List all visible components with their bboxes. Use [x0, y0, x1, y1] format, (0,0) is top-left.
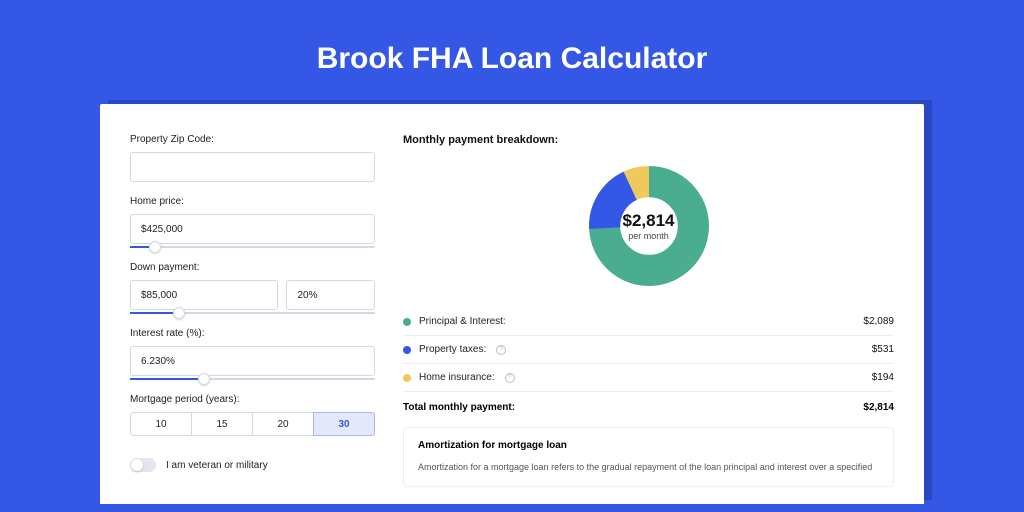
down-payment-slider-fill [130, 312, 179, 314]
zip-label: Property Zip Code: [130, 134, 375, 145]
zip-block: Property Zip Code: [130, 134, 375, 182]
info-icon[interactable]: ? [505, 373, 515, 383]
total-value: $2,814 [863, 402, 894, 413]
legend-row: Home insurance:? $194 [403, 364, 894, 392]
veteran-row: I am veteran or military [130, 458, 375, 472]
interest-rate-slider-thumb[interactable] [198, 373, 210, 385]
mortgage-period-block: Mortgage period (years): 10152030 [130, 394, 375, 436]
period-btn-30[interactable]: 30 [313, 412, 375, 436]
home-price-slider[interactable] [130, 246, 375, 248]
breakdown-panel: Monthly payment breakdown: $2,814 per mo… [403, 134, 894, 504]
interest-rate-slider-fill [130, 378, 204, 380]
period-btn-15[interactable]: 15 [191, 412, 253, 436]
legend-row: Property taxes:? $531 [403, 336, 894, 364]
donut-slice [630, 182, 649, 186]
amortization-title: Amortization for mortgage loan [418, 440, 879, 451]
legend-value: $194 [872, 372, 894, 383]
legend-swatch [403, 318, 411, 326]
down-payment-label: Down payment: [130, 262, 375, 273]
legend-label: Principal & Interest: [419, 316, 506, 327]
mortgage-period-buttons: 10152030 [130, 412, 375, 436]
home-price-label: Home price: [130, 196, 375, 207]
legend: Principal & Interest: $2,089 Property taxe… [403, 308, 894, 392]
interest-rate-slider[interactable] [130, 378, 375, 380]
legend-value: $2,089 [863, 316, 894, 327]
legend-label: Property taxes: [419, 344, 486, 355]
calculator-card: Property Zip Code: Home price: Down paym… [100, 104, 924, 504]
zip-input[interactable] [130, 152, 375, 182]
donut-center: $2,814 per month [623, 211, 675, 241]
donut-sub: per month [623, 231, 675, 241]
interest-rate-block: Interest rate (%): [130, 328, 375, 380]
donut-value: $2,814 [623, 211, 675, 231]
total-label: Total monthly payment: [403, 402, 515, 413]
down-payment-block: Down payment: [130, 262, 375, 314]
legend-label: Home insurance: [419, 372, 495, 383]
interest-rate-label: Interest rate (%): [130, 328, 375, 339]
home-price-slider-thumb[interactable] [149, 241, 161, 253]
home-price-input[interactable] [130, 214, 375, 244]
veteran-toggle[interactable] [130, 458, 156, 472]
down-payment-pct-input[interactable] [286, 280, 375, 310]
down-payment-slider-thumb[interactable] [173, 307, 185, 319]
info-icon[interactable]: ? [496, 345, 506, 355]
mortgage-period-label: Mortgage period (years): [130, 394, 375, 405]
interest-rate-input[interactable] [130, 346, 375, 376]
amortization-box: Amortization for mortgage loan Amortizat… [403, 427, 894, 487]
legend-swatch [403, 374, 411, 382]
legend-row: Principal & Interest: $2,089 [403, 308, 894, 336]
breakdown-title: Monthly payment breakdown: [403, 134, 894, 146]
total-row: Total monthly payment: $2,814 [403, 392, 894, 427]
down-payment-input[interactable] [130, 280, 278, 310]
donut-wrap: $2,814 per month [403, 146, 894, 308]
home-price-block: Home price: [130, 196, 375, 248]
period-btn-20[interactable]: 20 [252, 412, 314, 436]
legend-swatch [403, 346, 411, 354]
form-panel: Property Zip Code: Home price: Down paym… [130, 134, 375, 504]
page-title: Brook FHA Loan Calculator [0, 0, 1024, 104]
donut-chart: $2,814 per month [585, 162, 713, 290]
period-btn-10[interactable]: 10 [130, 412, 192, 436]
legend-value: $531 [872, 344, 894, 355]
down-payment-slider[interactable] [130, 312, 375, 314]
veteran-label: I am veteran or military [166, 460, 268, 471]
amortization-text: Amortization for a mortgage loan refers … [418, 461, 879, 474]
